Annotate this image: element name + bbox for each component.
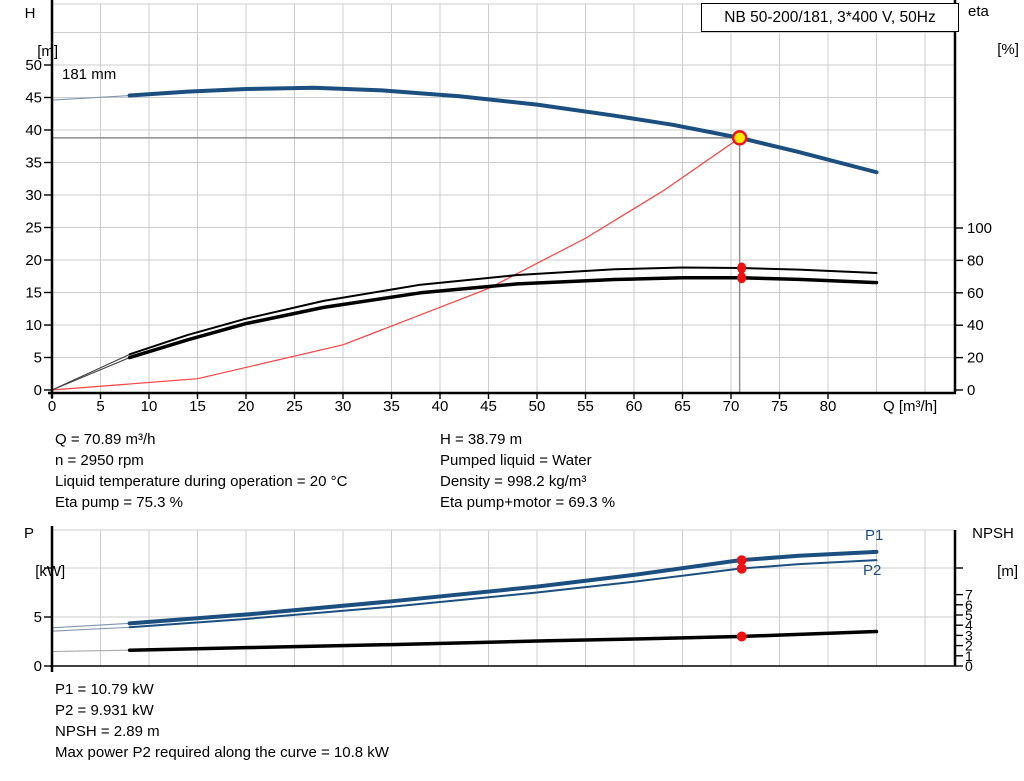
h-tick-label: 15 (25, 285, 42, 302)
q-tick-label: 40 (432, 398, 449, 415)
p-tick-label: 0 (34, 658, 42, 675)
info-line: Eta pump+motor = 69.3 % (440, 494, 616, 511)
q-tick-label: 70 (723, 398, 740, 415)
p-axis-title: P [kW] (23, 525, 66, 580)
eta-tick-label: 60 (967, 285, 984, 302)
npsh-duty-dot (736, 631, 747, 642)
h-tick-label: 35 (25, 155, 42, 172)
q-tick-label: 5 (96, 398, 104, 415)
info-line: Eta pump = 75.3 % (55, 494, 183, 511)
eta-tick-label: 100 (967, 220, 992, 237)
q-tick-label: 45 (480, 398, 497, 415)
eta-pump-motor-curve-lead (51, 357, 131, 391)
q-tick-label: 35 (383, 398, 400, 415)
system-curve (51, 137, 741, 391)
eta-pump-duty-dot (737, 262, 747, 274)
q-tick-label: 15 (189, 398, 206, 415)
info-line: NPSH = 2.89 m (55, 723, 160, 740)
q-tick-label: 20 (238, 398, 255, 415)
eta-tick-label: 20 (967, 350, 984, 367)
info-line: P2 = 9.931 kW (55, 702, 154, 719)
info-line: Q = 70.89 m³/h (55, 431, 156, 448)
info-line: n = 2950 rpm (55, 452, 144, 469)
eta-tick-label: 40 (967, 317, 984, 334)
power-info-block: P1 = 10.79 kW P2 = 9.931 kW NPSH = 2.89 … (55, 679, 389, 763)
h-tick-label: 5 (34, 350, 42, 367)
q-tick-label: 60 (626, 398, 643, 415)
pump-title-box: NB 50-200/181, 3*400 V, 50Hz (701, 3, 959, 32)
p2-duty-dot (736, 563, 747, 574)
npsh-tick-label: 3 (965, 627, 973, 643)
head-curve-181mm (127, 85, 879, 175)
p2-curve-lead (51, 626, 131, 632)
p1-curve-lead (51, 622, 131, 629)
duty-info-right: H = 38.79 m Pumped liquid = Water Densit… (440, 429, 615, 513)
impeller-diameter-label: 181 mm (62, 66, 117, 83)
npsh-curve-lead (51, 649, 131, 653)
p2-curve (128, 559, 878, 629)
eta-pump-curve (128, 266, 878, 356)
head-curve-181mm-lead (51, 95, 131, 101)
q-tick-label: 10 (141, 398, 158, 415)
duty-info-left: Q = 70.89 m³/h n = 2950 rpm Liquid tempe… (55, 429, 347, 513)
h-tick-label: 40 (25, 122, 42, 139)
npsh-tick-label: 2 (965, 638, 973, 654)
p2-curve-label: P2 (863, 562, 882, 579)
npsh-tick-label: 5 (965, 607, 973, 623)
q-tick-label: 65 (674, 398, 691, 415)
h-tick-label: 25 (25, 220, 42, 237)
q-tick-label: 75 (771, 398, 788, 415)
q-axis-title: Q [m³/h] (883, 398, 938, 415)
h-tick-label: 20 (25, 252, 42, 269)
npsh-tick-label: 4 (965, 617, 973, 633)
h-tick-label: 45 (25, 90, 42, 107)
info-line: Pumped liquid = Water (440, 452, 592, 469)
h-tick-label: 30 (25, 187, 42, 204)
h-tick-label: 0 (34, 382, 42, 399)
npsh-tick-label: 0 (965, 658, 973, 674)
q-tick-label: 55 (577, 398, 594, 415)
q-tick-label: 30 (335, 398, 352, 415)
info-line: Liquid temperature during operation = 20… (55, 473, 348, 490)
eta-tick-label: 80 (967, 252, 984, 269)
q-tick-label: 0 (48, 398, 56, 415)
info-line: Density = 998.2 kg/m³ (440, 473, 587, 490)
eta-pump-motor-curve (127, 275, 879, 360)
info-line: Max power P2 required along the curve = … (55, 744, 389, 761)
h-axis-title: H [m] (24, 5, 59, 60)
h-tick-label: 10 (25, 317, 42, 334)
eta-axis-title: eta [%] (968, 3, 1019, 58)
npsh-tick-label: 6 (965, 597, 973, 613)
npsh-axis-title: NPSH [m] (972, 525, 1019, 580)
p-tick-label: 5 (34, 609, 42, 626)
q-tick-label: 50 (529, 398, 546, 415)
p1-curve-label: P1 (865, 527, 884, 544)
eta-motor-duty-dot (737, 272, 747, 284)
q-tick-label: 80 (820, 398, 837, 415)
npsh-tick-label: 1 (965, 648, 973, 664)
duty-point-marker (731, 130, 748, 146)
eta-tick-label: 0 (967, 382, 975, 399)
info-line: P1 = 10.79 kW (55, 681, 154, 698)
p1-curve (127, 549, 879, 626)
q-tick-label: 25 (286, 398, 303, 415)
p1-duty-dot (736, 555, 747, 566)
npsh-tick-label: 7 (965, 587, 973, 603)
info-line: H = 38.79 m (440, 431, 523, 448)
h-tick-label: 50 (25, 57, 42, 74)
npsh-curve (127, 629, 879, 652)
